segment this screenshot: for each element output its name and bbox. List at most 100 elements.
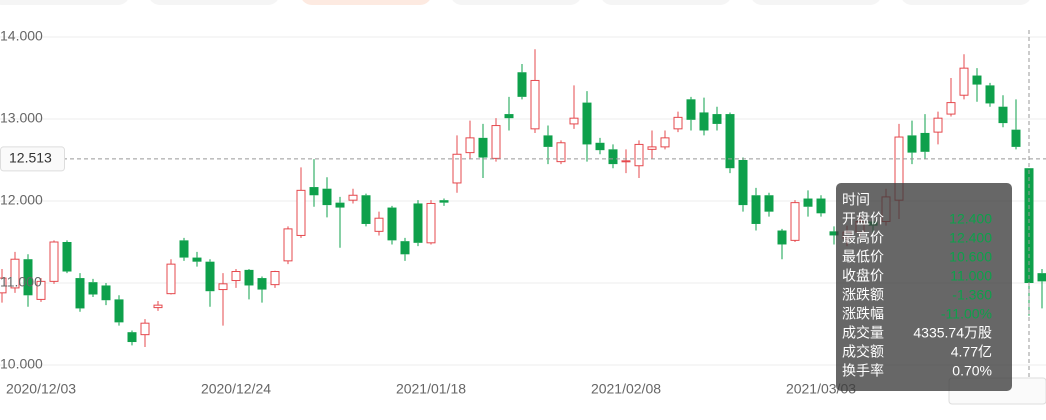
- candle: [738, 157, 748, 212]
- tooltip-label: 最低价: [842, 249, 884, 265]
- candle: [478, 123, 488, 179]
- candle-body: [959, 67, 969, 96]
- candle-body: [998, 106, 1008, 124]
- candle-body: [569, 117, 579, 125]
- candle: [517, 64, 527, 100]
- candle-body: [530, 79, 540, 130]
- candle-body: [920, 132, 930, 152]
- y-tick-label: 13.000: [0, 110, 43, 126]
- candle-body: [621, 160, 631, 163]
- crosshair-value-label: 12.513: [9, 150, 52, 166]
- candle-body: [712, 114, 722, 124]
- tooltip-label: 时间: [842, 192, 870, 208]
- tooltip-label: 换手率: [842, 363, 884, 379]
- candle: [140, 319, 150, 347]
- candle: [504, 96, 514, 131]
- candle-body: [803, 198, 813, 207]
- y-tick-label: 11.000: [0, 274, 42, 290]
- candle-body: [686, 99, 696, 120]
- tooltip-box: [836, 183, 1012, 391]
- candle-body: [673, 116, 683, 130]
- candle-body: [322, 188, 332, 206]
- candle: [257, 276, 267, 303]
- candle: [10, 251, 20, 293]
- candle: [712, 106, 722, 131]
- candle: [153, 301, 163, 311]
- candle: [595, 137, 605, 155]
- candle-body: [790, 202, 800, 241]
- candle-body: [166, 263, 176, 295]
- tooltip-value: 11.000: [950, 268, 992, 284]
- candle-body: [1011, 129, 1021, 147]
- candle-body: [777, 230, 787, 245]
- candle: [660, 130, 670, 150]
- candle: [621, 149, 631, 174]
- y-tick-label: 10.000: [0, 356, 43, 372]
- candle: [127, 330, 137, 346]
- candle-body: [699, 112, 709, 131]
- candle-body: [179, 240, 189, 258]
- candle: [647, 130, 657, 160]
- tab[interactable]: [750, 0, 882, 5]
- crosshair-value-box: [0, 146, 65, 172]
- candle: [179, 237, 189, 261]
- candle-body: [270, 271, 280, 286]
- candle-body: [49, 241, 59, 282]
- candle-body: [751, 195, 761, 224]
- candle: [0, 269, 7, 303]
- candle-body: [972, 75, 982, 85]
- candle: [465, 120, 475, 160]
- candle: [296, 167, 306, 238]
- candle-body: [192, 257, 202, 262]
- candle-body: [556, 142, 566, 163]
- candle: [920, 114, 930, 160]
- candle-body: [946, 102, 956, 115]
- candle: [270, 270, 280, 288]
- tooltip-value: 10.600: [949, 249, 992, 265]
- candle: [543, 125, 553, 165]
- tab[interactable]: [450, 0, 582, 5]
- candle-body: [244, 269, 254, 286]
- candle-body: [1037, 273, 1046, 282]
- candle-body: [23, 259, 33, 296]
- tab[interactable]: [900, 0, 1032, 5]
- candle: [764, 192, 774, 217]
- candle: [62, 240, 72, 274]
- candle: [725, 112, 735, 174]
- candle-body: [127, 332, 137, 343]
- candle-body: [764, 195, 774, 212]
- x-tick-label: 2020/12/24: [201, 381, 271, 397]
- tooltip-value: -11.00%: [941, 306, 992, 322]
- tab[interactable]: [148, 0, 280, 5]
- candle: [244, 269, 254, 300]
- candle-body: [231, 271, 241, 282]
- candle: [231, 269, 241, 288]
- candle-body: [114, 299, 124, 323]
- candle-body: [504, 114, 514, 119]
- candle: [946, 78, 956, 117]
- tooltip-label: 成交量: [842, 325, 884, 341]
- candle: [387, 205, 397, 245]
- candle: [452, 135, 462, 193]
- candle-body: [725, 114, 735, 169]
- candle: [907, 120, 917, 165]
- candle: [790, 200, 800, 242]
- candle: [1011, 99, 1021, 150]
- tab[interactable]: [300, 0, 432, 5]
- candle-body: [907, 135, 917, 153]
- candle-body: [595, 142, 605, 151]
- candle-body: [335, 202, 345, 208]
- tab[interactable]: [600, 0, 732, 5]
- candle: [829, 226, 839, 245]
- candle: [634, 140, 644, 179]
- candle: [348, 188, 358, 204]
- candle: [322, 177, 332, 218]
- candle-body: [985, 85, 995, 104]
- candle: [673, 111, 683, 133]
- candle-body: [1024, 168, 1034, 283]
- tab[interactable]: [0, 0, 130, 5]
- candle-body: [140, 322, 150, 336]
- candle: [101, 283, 111, 306]
